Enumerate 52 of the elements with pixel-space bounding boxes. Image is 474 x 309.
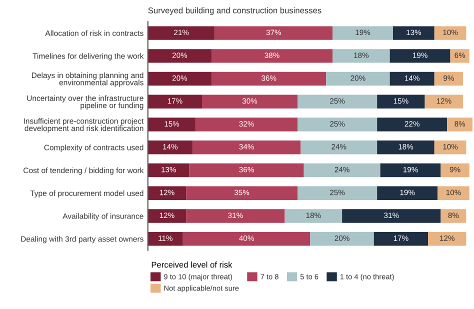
bar (438, 186, 470, 200)
bar (148, 26, 215, 40)
bar (189, 163, 304, 178)
bar (377, 118, 448, 132)
bar (212, 49, 333, 63)
bar (148, 232, 183, 246)
bar (374, 232, 428, 246)
bar (434, 26, 466, 40)
bar (196, 118, 298, 132)
bar (377, 140, 434, 154)
bar (450, 49, 470, 63)
bar (148, 49, 212, 63)
bar (377, 94, 425, 109)
bar (390, 72, 434, 86)
bar (298, 118, 378, 132)
bar (300, 140, 378, 154)
bar (392, 26, 434, 40)
bar (148, 140, 192, 154)
bar (202, 94, 298, 109)
bar (440, 163, 470, 178)
bar (182, 232, 310, 246)
bar (428, 232, 466, 246)
bar (148, 209, 186, 223)
legend-title: Perceived level of risk (152, 262, 232, 268)
bar (148, 72, 212, 86)
bar (447, 118, 473, 132)
bar (148, 94, 202, 109)
bar (377, 186, 438, 200)
bar (212, 72, 326, 86)
bar (214, 26, 333, 40)
bar (380, 163, 441, 178)
bar (298, 94, 378, 109)
bar (310, 232, 374, 246)
bar (332, 26, 393, 40)
bar (390, 49, 450, 63)
bar (434, 72, 464, 86)
bar (440, 209, 466, 223)
bar (148, 163, 190, 178)
bar (148, 186, 186, 200)
bar (298, 186, 378, 200)
bar (186, 209, 285, 223)
bar (326, 72, 390, 86)
bar (434, 140, 466, 154)
bar (332, 49, 390, 63)
bar (148, 118, 196, 132)
bar (192, 140, 301, 154)
bar (186, 186, 298, 200)
chart-title: Surveyed building and construction businesses (148, 7, 322, 16)
bar (284, 209, 342, 223)
bar (424, 94, 464, 109)
bar (304, 163, 380, 178)
bar (342, 209, 441, 223)
